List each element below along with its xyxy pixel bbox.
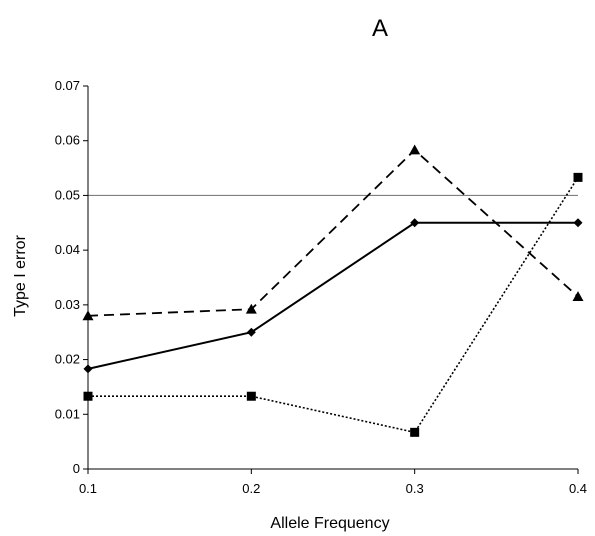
x-tick-label: 0.2 [242, 481, 260, 496]
series-line-square [88, 176, 579, 434]
triangle-marker [572, 291, 584, 302]
diamond-marker [410, 218, 420, 228]
series-layer [87, 148, 579, 434]
triangle-marker [245, 303, 257, 314]
marker-layer [82, 144, 584, 437]
x-tick-label: 0.3 [406, 481, 424, 496]
axes: 0 0.01 0.02 0.03 0.04 0.05 0.06 0.07 0.1 0.2 0.3 0.… [55, 78, 587, 496]
square-marker [246, 391, 256, 401]
diamond-marker [246, 327, 256, 337]
square-marker [83, 391, 93, 401]
diamond-marker [573, 218, 583, 228]
y-tick-label: 0 [73, 461, 80, 476]
chart-title: A [372, 15, 388, 42]
series-line-diamond [87, 221, 578, 370]
square-marker [573, 172, 583, 182]
y-tick-label: 0.01 [55, 406, 80, 421]
y-tick-label: 0.06 [55, 133, 80, 148]
triangle-marker [82, 310, 94, 321]
y-tick-label: 0.02 [55, 352, 80, 367]
square-marker [410, 427, 420, 437]
x-tick-label: 0.4 [569, 481, 587, 496]
y-tick-label: 0.03 [55, 297, 80, 312]
series-line-triangle [87, 148, 579, 317]
y-tick-label: 0.04 [55, 242, 80, 257]
triangle-marker [409, 144, 421, 155]
y-axis-title: Type I error [12, 234, 29, 316]
y-tick-label: 0.05 [55, 187, 80, 202]
diamond-marker [83, 364, 93, 374]
x-axis-title: Allele Frequency [270, 515, 389, 532]
x-tick-label: 0.1 [79, 481, 97, 496]
y-tick-label: 0.07 [55, 78, 80, 93]
